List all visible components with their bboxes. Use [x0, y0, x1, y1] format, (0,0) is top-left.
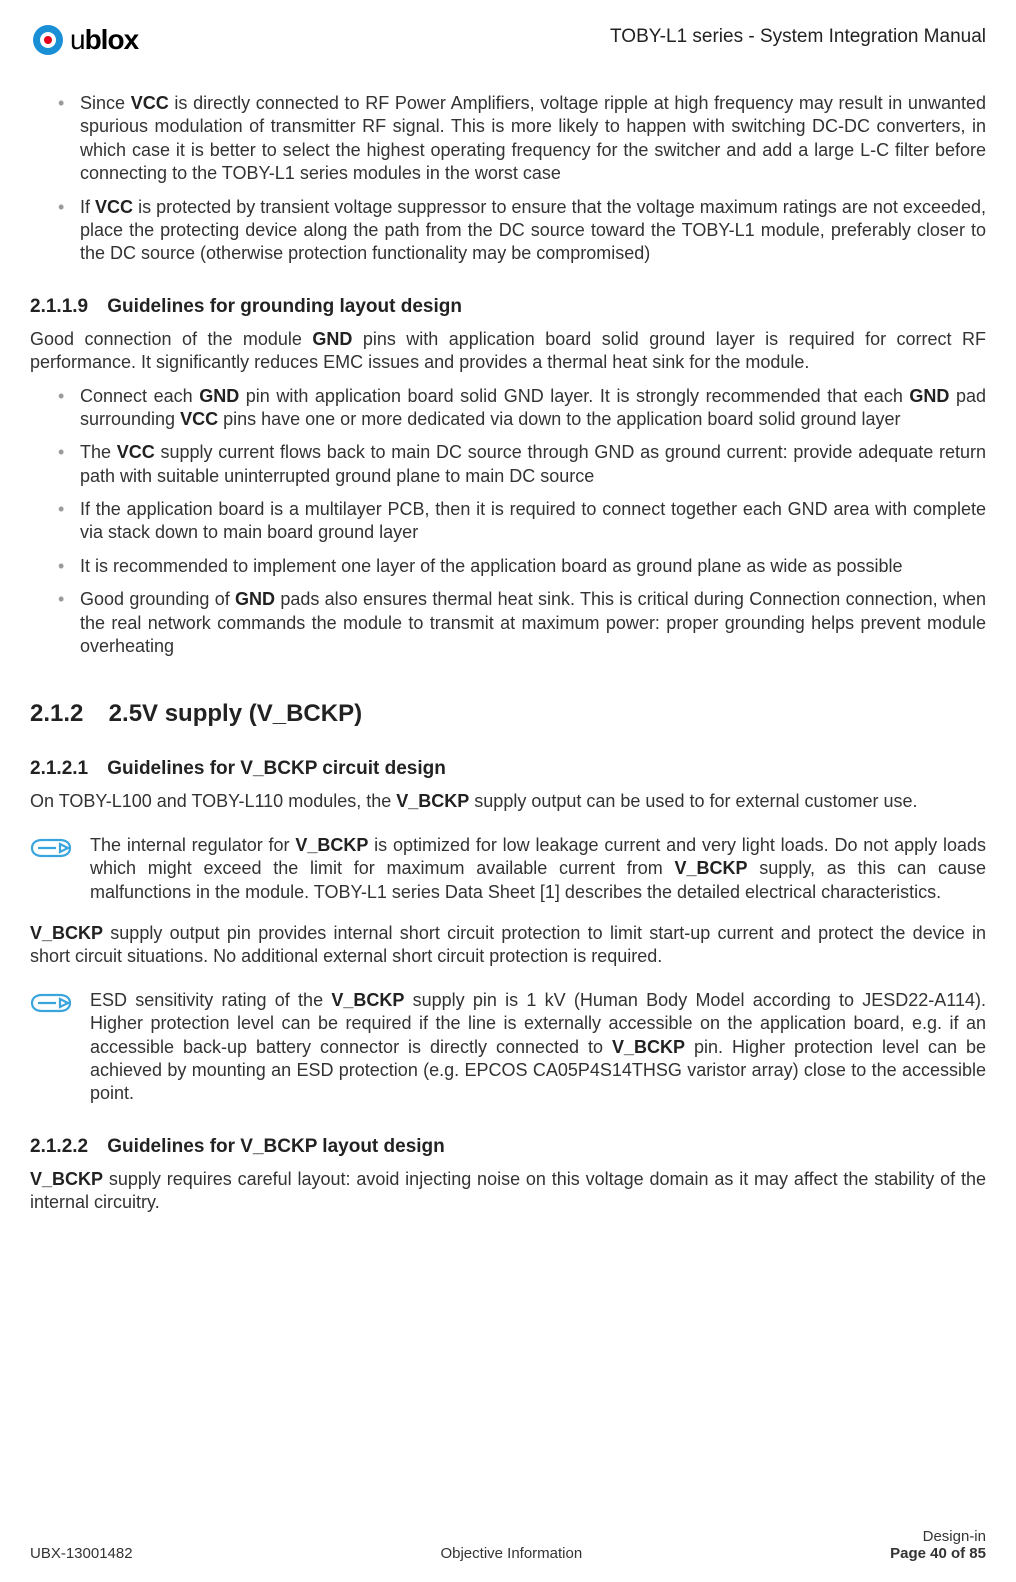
heading-2122: 2.1.2.2 Guidelines for V_BCKP layout des… [30, 1136, 986, 1158]
page-header: ublox TOBY-L1 series - System Integratio… [30, 22, 986, 58]
logo-mark-icon [30, 22, 66, 58]
list-item: The VCC supply current flows back to mai… [58, 441, 986, 488]
logo: ublox [30, 22, 138, 58]
text: If [80, 197, 95, 217]
text: of 85 [947, 1545, 986, 1562]
text: The [80, 442, 117, 462]
footer-left: UBX-13001482 [30, 1545, 133, 1562]
text: On TOBY-L100 and TOBY-L110 modules, the [30, 791, 396, 811]
text: Connect each [80, 386, 199, 406]
para: Good connection of the module GND pins w… [30, 328, 986, 375]
heading-num: 2.1.2.2 [30, 1136, 102, 1158]
list-item: It is recommended to implement one layer… [58, 555, 986, 578]
para: V_BCKP supply output pin provides intern… [30, 922, 986, 969]
text: supply output pin provides internal shor… [30, 923, 986, 966]
text: Good grounding of [80, 589, 235, 609]
bullets-2119: Connect each GND pin with application bo… [30, 385, 986, 659]
footer-section: Design-in [890, 1528, 986, 1545]
text-bold: V_BCKP [675, 858, 748, 878]
text-bold: VCC [180, 409, 218, 429]
logo-text-u: u [70, 24, 85, 55]
pointing-hand-icon [30, 989, 74, 1017]
text: is directly connected to RF Power Amplif… [80, 93, 986, 183]
heading-num: 2.1.1.9 [30, 296, 102, 318]
text: Since [80, 93, 131, 113]
text-bold: V_BCKP [30, 923, 103, 943]
list-item: If VCC is protected by transient voltage… [58, 196, 986, 266]
text-bold: VCC [117, 442, 155, 462]
page-content: Since VCC is directly connected to RF Po… [30, 92, 986, 1488]
text-bold: GND [312, 329, 352, 349]
text-bold: GND [909, 386, 949, 406]
text: pins have one or more dedicated via down… [218, 409, 900, 429]
logo-text: ublox [70, 24, 138, 56]
list-item: Since VCC is directly connected to RF Po… [58, 92, 986, 186]
list-item: Good grounding of GND pads also ensures … [58, 588, 986, 658]
heading-num: 2.1.2 [30, 700, 102, 728]
text: supply current flows back to main DC sou… [80, 442, 986, 485]
text-bold: V_BCKP [396, 791, 469, 811]
list-item: If the application board is a multilayer… [58, 498, 986, 545]
text: Page [890, 1545, 930, 1562]
text: If the application board is a multilayer… [80, 499, 986, 542]
note-block: ESD sensitivity rating of the V_BCKP sup… [30, 989, 986, 1106]
heading-title: Guidelines for grounding layout design [107, 296, 462, 317]
heading-title: 2.5V supply (V_BCKP) [109, 700, 362, 727]
top-bullets: Since VCC is directly connected to RF Po… [30, 92, 986, 266]
text: The internal regulator for [90, 835, 295, 855]
text: It is recommended to implement one layer… [80, 556, 902, 576]
doc-title: TOBY-L1 series - System Integration Manu… [610, 22, 986, 48]
heading-title: Guidelines for V_BCKP circuit design [107, 758, 446, 779]
text-bold: GND [235, 589, 275, 609]
footer-center: Objective Information [440, 1545, 582, 1562]
para: On TOBY-L100 and TOBY-L110 modules, the … [30, 790, 986, 813]
pointing-hand-icon [30, 834, 74, 862]
text: supply output can be used to for externa… [469, 791, 917, 811]
footer-page: Page 40 of 85 [890, 1545, 986, 1562]
note-text: ESD sensitivity rating of the V_BCKP sup… [90, 989, 986, 1106]
page-footer: UBX-13001482 Objective Information Desig… [30, 1488, 986, 1562]
para: V_BCKP supply requires careful layout: a… [30, 1168, 986, 1215]
text-bold: V_BCKP [331, 990, 404, 1010]
text: ESD sensitivity rating of the [90, 990, 331, 1010]
logo-text-blox: blox [85, 24, 139, 55]
text: is protected by transient voltage suppre… [80, 197, 986, 264]
text-bold: GND [199, 386, 239, 406]
text-bold: VCC [95, 197, 133, 217]
text-bold: V_BCKP [295, 835, 368, 855]
text: supply requires careful layout: avoid in… [30, 1169, 986, 1212]
note-block: The internal regulator for V_BCKP is opt… [30, 834, 986, 904]
list-item: Connect each GND pin with application bo… [58, 385, 986, 432]
text: pin with application board solid GND lay… [239, 386, 909, 406]
heading-num: 2.1.2.1 [30, 758, 102, 780]
text-bold: V_BCKP [30, 1169, 103, 1189]
heading-title: Guidelines for V_BCKP layout design [107, 1136, 445, 1157]
heading-2121: 2.1.2.1 Guidelines for V_BCKP circuit de… [30, 758, 986, 780]
note-text: The internal regulator for V_BCKP is opt… [90, 834, 986, 904]
heading-2119: 2.1.1.9 Guidelines for grounding layout … [30, 296, 986, 318]
heading-212: 2.1.2 2.5V supply (V_BCKP) [30, 700, 986, 728]
page-number: 40 [930, 1545, 947, 1562]
footer-right: Design-in Page 40 of 85 [890, 1528, 986, 1562]
text: Good connection of the module [30, 329, 312, 349]
text-bold: V_BCKP [612, 1037, 685, 1057]
text-bold: VCC [131, 93, 169, 113]
